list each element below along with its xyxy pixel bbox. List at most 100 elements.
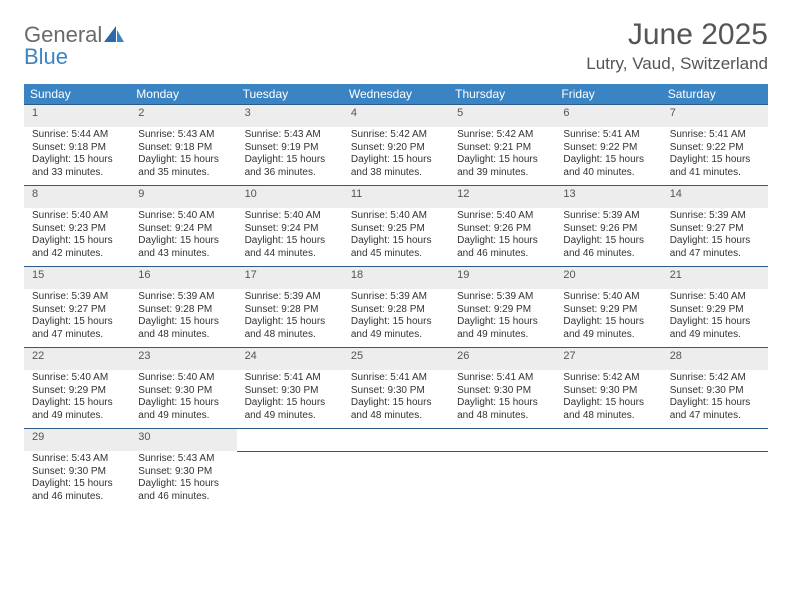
day-cell-body: Sunrise: 5:39 AMSunset: 9:29 PMDaylight:… bbox=[449, 289, 555, 348]
day-number: 26 bbox=[453, 348, 551, 364]
day-cell-header: 28 bbox=[662, 348, 768, 371]
sunrise-line: Sunrise: 5:41 AM bbox=[563, 129, 653, 142]
day-cell-header: 2 bbox=[130, 105, 236, 128]
day-number: 12 bbox=[453, 186, 551, 202]
day-cell-header: 12 bbox=[449, 186, 555, 209]
day-cell-body: Sunrise: 5:40 AMSunset: 9:29 PMDaylight:… bbox=[662, 289, 768, 348]
day-cell-header: 20 bbox=[555, 267, 661, 290]
day-cell-body: Sunrise: 5:39 AMSunset: 9:28 PMDaylight:… bbox=[130, 289, 236, 348]
day-cell-body: Sunrise: 5:42 AMSunset: 9:30 PMDaylight:… bbox=[555, 370, 661, 429]
day-header: Saturday bbox=[662, 84, 768, 105]
sunset-line: Sunset: 9:26 PM bbox=[563, 223, 653, 236]
sunrise-line: Sunrise: 5:41 AM bbox=[457, 372, 547, 385]
day-cell-header: 13 bbox=[555, 186, 661, 209]
sunrise-line: Sunrise: 5:40 AM bbox=[138, 372, 228, 385]
empty-cell bbox=[449, 451, 555, 509]
title-block: June 2025 Lutry, Vaud, Switzerland bbox=[586, 18, 768, 74]
sunrise-line: Sunrise: 5:42 AM bbox=[670, 372, 760, 385]
day-cell-body: Sunrise: 5:42 AMSunset: 9:30 PMDaylight:… bbox=[662, 370, 768, 429]
location: Lutry, Vaud, Switzerland bbox=[586, 54, 768, 74]
sunset-line: Sunset: 9:29 PM bbox=[32, 385, 122, 398]
daylight-line: Daylight: 15 hours and 49 minutes. bbox=[670, 316, 760, 341]
daylight-line: Daylight: 15 hours and 47 minutes. bbox=[670, 397, 760, 422]
empty-cell bbox=[237, 429, 343, 452]
day-number: 9 bbox=[134, 186, 232, 202]
day-cell-body: Sunrise: 5:40 AMSunset: 9:30 PMDaylight:… bbox=[130, 370, 236, 429]
day-cell-body: Sunrise: 5:41 AMSunset: 9:30 PMDaylight:… bbox=[343, 370, 449, 429]
logo-sail-icon bbox=[104, 26, 124, 42]
sunset-line: Sunset: 9:29 PM bbox=[457, 304, 547, 317]
day-cell-header: 9 bbox=[130, 186, 236, 209]
daylight-line: Daylight: 15 hours and 49 minutes. bbox=[245, 397, 335, 422]
sunrise-line: Sunrise: 5:41 AM bbox=[245, 372, 335, 385]
sunrise-line: Sunrise: 5:42 AM bbox=[351, 129, 441, 142]
day-cell-header: 19 bbox=[449, 267, 555, 290]
day-cell-body: Sunrise: 5:40 AMSunset: 9:24 PMDaylight:… bbox=[130, 208, 236, 267]
sunrise-line: Sunrise: 5:39 AM bbox=[245, 291, 335, 304]
day-cell-header: 30 bbox=[130, 429, 236, 452]
day-number: 30 bbox=[134, 429, 232, 445]
sunrise-line: Sunrise: 5:44 AM bbox=[32, 129, 122, 142]
day-cell-header: 5 bbox=[449, 105, 555, 128]
day-cell-header: 11 bbox=[343, 186, 449, 209]
day-number: 20 bbox=[559, 267, 657, 283]
day-cell-body: Sunrise: 5:41 AMSunset: 9:22 PMDaylight:… bbox=[662, 127, 768, 186]
day-number: 15 bbox=[28, 267, 126, 283]
sunrise-line: Sunrise: 5:39 AM bbox=[563, 210, 653, 223]
empty-cell bbox=[343, 451, 449, 509]
day-header-row: SundayMondayTuesdayWednesdayThursdayFrid… bbox=[24, 84, 768, 105]
day-cell-header: 18 bbox=[343, 267, 449, 290]
sunset-line: Sunset: 9:20 PM bbox=[351, 142, 441, 155]
day-cell-body: Sunrise: 5:41 AMSunset: 9:30 PMDaylight:… bbox=[449, 370, 555, 429]
sunset-line: Sunset: 9:27 PM bbox=[32, 304, 122, 317]
daylight-line: Daylight: 15 hours and 39 minutes. bbox=[457, 154, 547, 179]
daylight-line: Daylight: 15 hours and 48 minutes. bbox=[563, 397, 653, 422]
day-number: 21 bbox=[666, 267, 764, 283]
sunrise-line: Sunrise: 5:39 AM bbox=[457, 291, 547, 304]
day-cell-header: 15 bbox=[24, 267, 130, 290]
daylight-line: Daylight: 15 hours and 48 minutes. bbox=[457, 397, 547, 422]
day-number: 8 bbox=[28, 186, 126, 202]
day-cell-body: Sunrise: 5:43 AMSunset: 9:19 PMDaylight:… bbox=[237, 127, 343, 186]
day-cell-body: Sunrise: 5:39 AMSunset: 9:26 PMDaylight:… bbox=[555, 208, 661, 267]
sunset-line: Sunset: 9:27 PM bbox=[670, 223, 760, 236]
empty-cell bbox=[662, 451, 768, 509]
daylight-line: Daylight: 15 hours and 41 minutes. bbox=[670, 154, 760, 179]
sunrise-line: Sunrise: 5:40 AM bbox=[138, 210, 228, 223]
sunset-line: Sunset: 9:30 PM bbox=[138, 466, 228, 479]
daylight-line: Daylight: 15 hours and 38 minutes. bbox=[351, 154, 441, 179]
sunset-line: Sunset: 9:22 PM bbox=[563, 142, 653, 155]
daylight-line: Daylight: 15 hours and 46 minutes. bbox=[563, 235, 653, 260]
sunset-line: Sunset: 9:30 PM bbox=[32, 466, 122, 479]
day-cell-header: 26 bbox=[449, 348, 555, 371]
day-header: Tuesday bbox=[237, 84, 343, 105]
day-cell-body: Sunrise: 5:40 AMSunset: 9:25 PMDaylight:… bbox=[343, 208, 449, 267]
calendar-body: 1234567Sunrise: 5:44 AMSunset: 9:18 PMDa… bbox=[24, 105, 768, 510]
day-number: 19 bbox=[453, 267, 551, 283]
day-cell-header: 3 bbox=[237, 105, 343, 128]
sunset-line: Sunset: 9:30 PM bbox=[563, 385, 653, 398]
day-cell-body: Sunrise: 5:39 AMSunset: 9:28 PMDaylight:… bbox=[237, 289, 343, 348]
day-number: 3 bbox=[241, 105, 339, 121]
day-cell-header: 14 bbox=[662, 186, 768, 209]
day-number: 13 bbox=[559, 186, 657, 202]
sunrise-line: Sunrise: 5:40 AM bbox=[32, 372, 122, 385]
day-cell-body: Sunrise: 5:44 AMSunset: 9:18 PMDaylight:… bbox=[24, 127, 130, 186]
day-cell-body: Sunrise: 5:41 AMSunset: 9:22 PMDaylight:… bbox=[555, 127, 661, 186]
day-number: 6 bbox=[559, 105, 657, 121]
day-cell-body: Sunrise: 5:43 AMSunset: 9:30 PMDaylight:… bbox=[130, 451, 236, 509]
day-cell-header: 23 bbox=[130, 348, 236, 371]
sunset-line: Sunset: 9:30 PM bbox=[457, 385, 547, 398]
sunset-line: Sunset: 9:19 PM bbox=[245, 142, 335, 155]
day-number: 17 bbox=[241, 267, 339, 283]
sunrise-line: Sunrise: 5:41 AM bbox=[670, 129, 760, 142]
day-cell-body: Sunrise: 5:42 AMSunset: 9:21 PMDaylight:… bbox=[449, 127, 555, 186]
day-cell-header: 16 bbox=[130, 267, 236, 290]
sunset-line: Sunset: 9:29 PM bbox=[670, 304, 760, 317]
sunrise-line: Sunrise: 5:43 AM bbox=[245, 129, 335, 142]
logo: General Blue bbox=[24, 24, 124, 68]
daylight-line: Daylight: 15 hours and 46 minutes. bbox=[457, 235, 547, 260]
day-cell-body: Sunrise: 5:40 AMSunset: 9:23 PMDaylight:… bbox=[24, 208, 130, 267]
daylight-line: Daylight: 15 hours and 33 minutes. bbox=[32, 154, 122, 179]
empty-cell bbox=[449, 429, 555, 452]
